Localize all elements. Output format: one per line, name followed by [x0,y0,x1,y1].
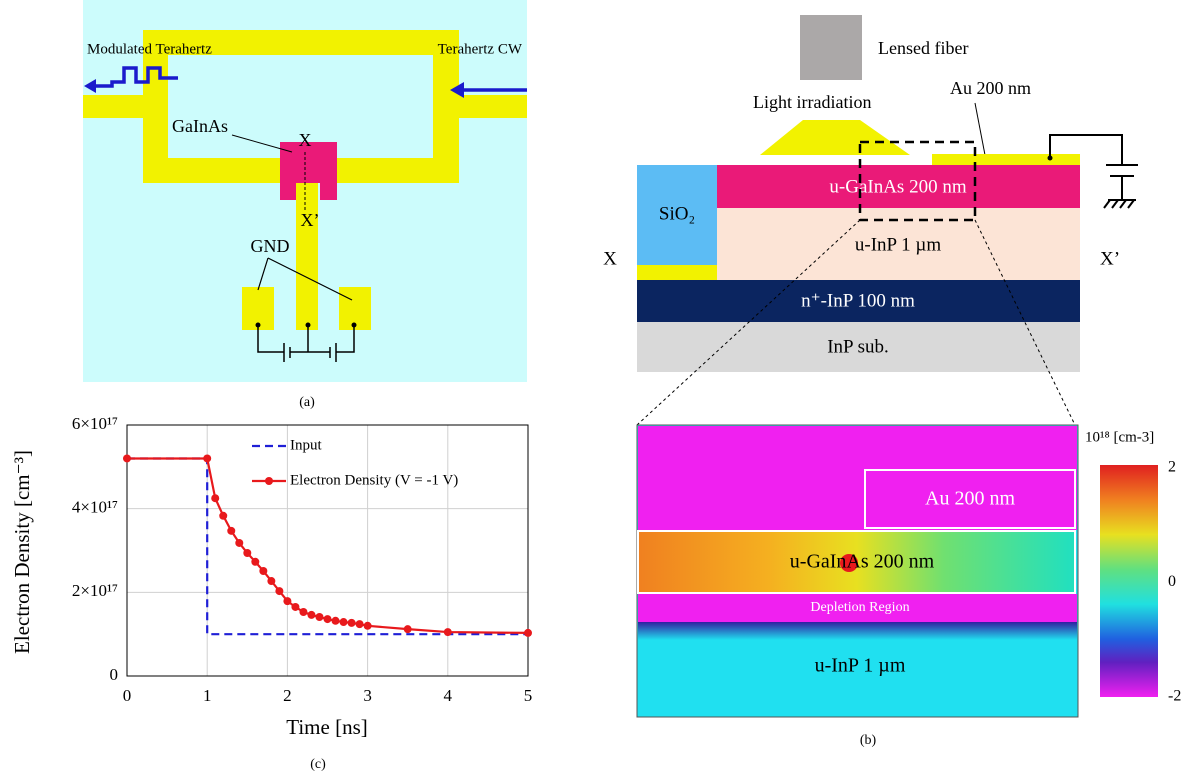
data-point [227,527,235,535]
y-tick-label: 4×10¹⁷ [72,498,118,517]
data-point [299,608,307,616]
caption: (a) [299,395,315,410]
data-point [251,558,259,566]
y-axis-title: Electron Density [cm⁻³] [10,450,34,654]
caption: (b) [860,733,877,748]
y-tick-label: 2×10¹⁷ [72,581,118,600]
x-axis-title: Time [ns] [286,715,368,739]
figure: Modulated Terahertz Terahertz CW GaInAs … [0,0,1197,777]
data-point [259,567,267,575]
x-tick-label: 2 [283,686,292,705]
data-point [444,628,452,636]
label: X [299,130,312,150]
label: Terahertz CW [438,41,523,57]
label: u-InP 1 µm [815,655,906,677]
au-layer [932,154,1080,165]
label: InP sub. [827,336,889,357]
data-point [307,611,315,619]
legend-label: Input [290,437,322,453]
data-point [267,577,275,585]
data-point [340,618,348,626]
au-bottom [637,265,717,280]
data-point [275,587,283,595]
label: GaInAs [172,116,228,136]
data-point [203,454,211,462]
label: n⁺-InP 100 nm [801,290,915,311]
plot-area [127,425,528,676]
caption: (c) [310,757,326,772]
colorbar-tick-label: 0 [1168,573,1176,590]
label: X [603,248,617,269]
data-point [283,597,291,605]
data-point [243,549,251,557]
colorbar-tick-label: -2 [1168,688,1181,705]
label: Light irradiation [753,92,871,112]
contact [1048,156,1053,161]
label: Modulated Terahertz [87,41,212,57]
x-tick-label: 4 [444,686,453,705]
sim-transition [638,622,1077,640]
label: SiO₂ [659,203,695,224]
y-tick-label: 6×10¹⁷ [72,414,118,433]
data-point [332,617,340,625]
leader [975,103,985,155]
light-cone [760,120,910,155]
data-point [219,512,227,520]
panel-b: Lensed fiber Light irradiation Au 200 nm… [603,15,1158,748]
data-point [356,620,364,628]
legend-marker [265,477,273,485]
label: GND [251,236,290,256]
x-tick-label: 0 [123,686,132,705]
legend-label: Electron Density (V = -1 V) [290,472,458,488]
label: Depletion Region [810,600,909,615]
data-point [211,494,219,502]
data-point [315,613,323,621]
label: Au 200 nm [950,78,1031,98]
label: X’ [301,210,320,230]
data-point [123,454,131,462]
panel-a: Modulated Terahertz Terahertz CW GaInAs … [83,0,527,410]
label: u-GaInAs 200 nm [790,551,935,573]
data-point [404,625,412,633]
label: u-GaInAs 200 nm [829,176,966,197]
data-point [524,629,532,637]
x-tick-label: 5 [524,686,533,705]
data-point [235,539,243,547]
x-tick-label: 1 [203,686,212,705]
x-tick-label: 3 [363,686,372,705]
label: u-InP 1 µm [855,234,941,255]
data-point [364,622,372,630]
y-tick-label: 0 [110,665,119,684]
fiber [800,15,862,80]
colorbar [1100,465,1158,697]
colorbar-tick-label: 2 [1168,459,1176,476]
label: X’ [1100,248,1120,269]
label: Lensed fiber [878,38,968,58]
panel-c: (c) Time [ns] Electron Density [cm⁻³] 0 1… [10,414,532,772]
data-point [348,619,356,627]
colorbar-title: 10¹⁸ [cm-3] [1085,429,1154,445]
label: Au 200 nm [925,488,1015,510]
data-point [291,603,299,611]
data-point [324,615,332,623]
